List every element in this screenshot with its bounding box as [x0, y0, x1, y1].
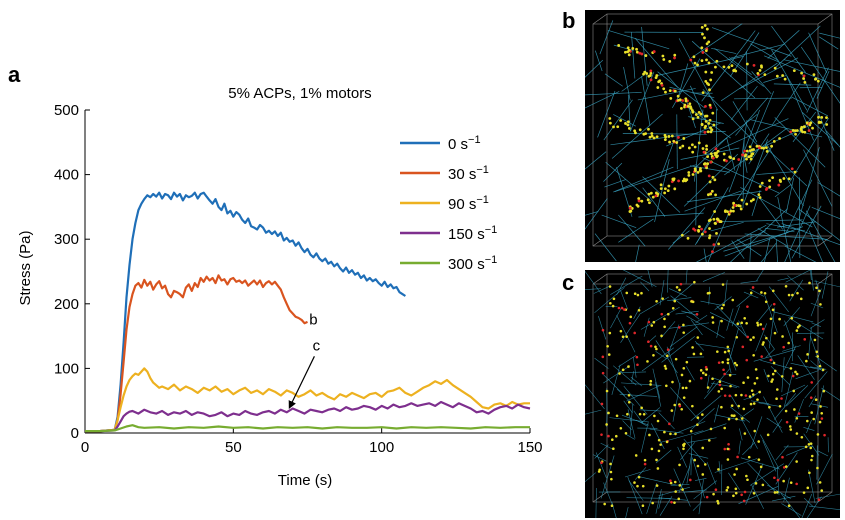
y-tick-label: 0: [71, 425, 79, 442]
network-render-c: [585, 270, 840, 518]
panel-label-b: b: [562, 8, 576, 33]
chart-series: [85, 191, 531, 433]
x-tick-label: 0: [81, 439, 89, 456]
series-line-1: [85, 274, 308, 433]
y-tick-label: 500: [54, 102, 79, 119]
y-axis-label: Stress (Pa): [17, 230, 34, 305]
network-render-c-image: [585, 270, 840, 518]
legend-label-2: 90 s−1: [448, 194, 489, 213]
y-tick-label: 400: [54, 167, 79, 184]
network-render-b-image: [585, 13, 840, 262]
annotation-arrow: [288, 356, 315, 409]
x-axis-label: Time (s): [278, 472, 332, 489]
series-line-2: [85, 367, 530, 433]
y-tick-label: 100: [54, 360, 79, 377]
legend-label-1: 30 s−1: [448, 164, 489, 183]
legend-label-3: 150 s−1: [448, 224, 497, 243]
series-line-0: [85, 191, 406, 433]
chart-legend: 0 s−1 30 s−1 90 s−1 150 s−1 300 s−1: [400, 134, 497, 273]
series-line-4: [85, 424, 530, 433]
x-tick-label: 100: [369, 439, 394, 456]
chart-axes: 0 50 100 150 0 100 200 300 400 500: [54, 102, 543, 456]
stress-time-chart: 0 50 100 150 0 100 200 300 400 500 0 s−1 30 s−1 90 …: [17, 85, 543, 489]
panel-label-a: a: [8, 62, 21, 87]
series-line-3: [85, 400, 531, 433]
x-tick-label: 50: [225, 439, 242, 456]
legend-label-0: 0 s−1: [448, 134, 481, 153]
y-tick-label: 300: [54, 231, 79, 248]
legend-label-4: 300 s−1: [448, 254, 497, 273]
network-render-b: [585, 10, 840, 262]
chart-title: 5% ACPs, 1% motors: [228, 85, 371, 102]
x-tick-label: 150: [517, 439, 542, 456]
annotation-b: b: [309, 311, 317, 328]
panel-label-c: c: [562, 270, 575, 295]
chart-annotations: bc: [288, 311, 321, 409]
y-tick-label: 200: [54, 296, 79, 313]
annotation-c: c: [313, 337, 321, 354]
